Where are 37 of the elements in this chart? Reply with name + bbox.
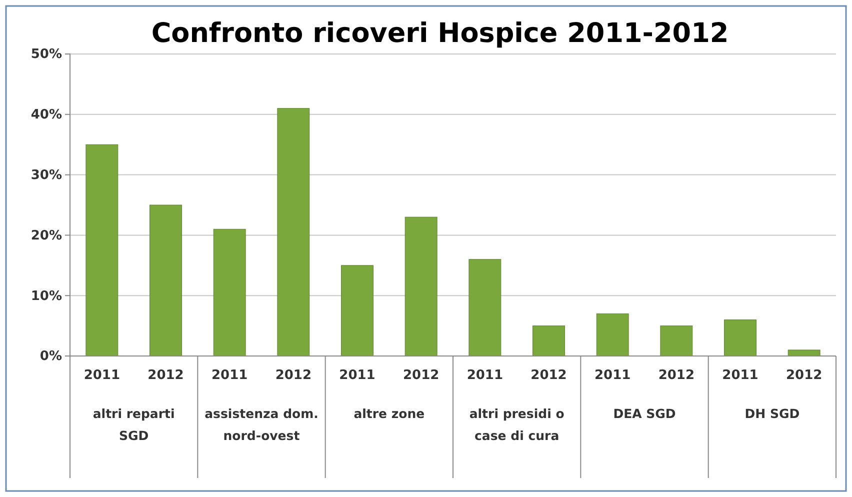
y-tick-label: 40% [30, 108, 62, 123]
text: assistenza dom. nord-ovest [204, 406, 318, 443]
bar [596, 313, 629, 356]
bar [150, 204, 182, 356]
x-tick-label: 2011 [594, 368, 631, 384]
x-tick-label: 2012 [786, 368, 822, 384]
y-tick-label: 20% [30, 228, 62, 244]
y-tick-label: 0% [40, 349, 62, 364]
text: altre zone [354, 406, 425, 421]
x-tick-label: 2011 [84, 368, 120, 384]
bar [86, 144, 118, 356]
x-tick-label: 2011 [722, 368, 758, 384]
bar [404, 216, 438, 356]
y-tick-label: 30% [30, 168, 62, 183]
chart-title: Confronto ricoveri Hospice 2011-2012 [151, 18, 729, 49]
text: altri reparti SGD [92, 406, 175, 443]
text: altri presidi o case di cura [469, 406, 565, 443]
x-tick-label: 2011 [466, 368, 504, 384]
x-tick-label: 2011 [211, 368, 248, 384]
y-tick-label: 50% [30, 47, 62, 62]
bar [660, 326, 693, 356]
x-tick-label: 2012 [275, 368, 312, 384]
bar [468, 259, 502, 356]
bar [277, 108, 310, 356]
y-tick-label: 10% [30, 288, 62, 304]
bar [532, 326, 565, 356]
x-tick-label: 2012 [658, 368, 695, 384]
x-tick-label: 2012 [530, 368, 567, 384]
bar [724, 320, 756, 356]
bar [213, 228, 246, 356]
x-tick-label: 2012 [402, 368, 440, 384]
bar [341, 265, 374, 356]
text: DH SGD [744, 406, 800, 421]
bar [788, 350, 820, 356]
text: DEA SGD [613, 406, 676, 421]
x-tick-label: 2011 [339, 368, 376, 384]
x-tick-label: 2012 [148, 368, 184, 384]
